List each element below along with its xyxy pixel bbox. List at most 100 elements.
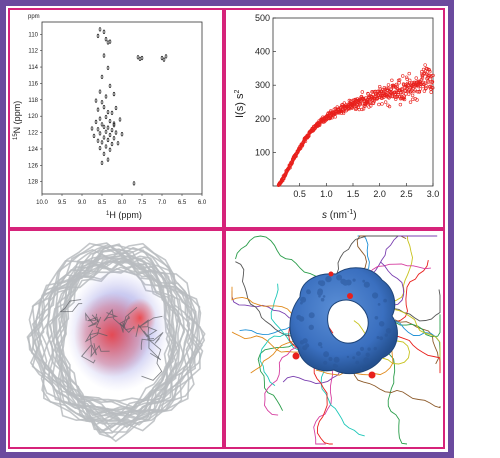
backbone-trace bbox=[59, 299, 83, 313]
disordered-tail bbox=[394, 314, 441, 338]
blue-molecular-surface bbox=[289, 267, 398, 374]
nmr-y-tick-label: 116 bbox=[28, 81, 38, 87]
surface-bump bbox=[360, 367, 363, 370]
surface-bump bbox=[336, 274, 343, 281]
nmr-peak bbox=[104, 114, 108, 120]
nmr-x-title-rest: H (ppm) bbox=[109, 210, 142, 220]
saxs-point bbox=[428, 69, 432, 74]
dark-backbone-traces bbox=[59, 299, 164, 381]
nmr-peak bbox=[108, 83, 112, 89]
nmr-x-tick-label: 8.0 bbox=[118, 200, 127, 206]
protein-surface-with-disordered-tails-icon bbox=[231, 235, 441, 445]
saxs-point bbox=[431, 73, 435, 78]
saxs-data-points bbox=[276, 63, 435, 187]
surface-bump bbox=[306, 289, 311, 295]
red-site-1 bbox=[292, 352, 300, 360]
nmr-peak bbox=[98, 131, 102, 136]
backbone-trace bbox=[143, 330, 162, 361]
surface-bump bbox=[308, 324, 314, 330]
saxs-point bbox=[366, 92, 370, 96]
nmr-peak bbox=[104, 129, 108, 134]
saxs-point bbox=[381, 89, 386, 94]
nmr-peaks bbox=[90, 27, 168, 186]
surface-bump bbox=[383, 298, 387, 303]
surface-bump bbox=[374, 316, 379, 320]
disordered-tail bbox=[282, 369, 342, 384]
nmr-peak bbox=[108, 132, 112, 138]
saxs-point bbox=[387, 104, 392, 109]
surface-bump bbox=[328, 356, 333, 362]
saxs-point bbox=[430, 80, 435, 84]
surface-bump bbox=[325, 275, 332, 283]
disordered-tail bbox=[313, 368, 334, 445]
saxs-point bbox=[407, 71, 411, 76]
saxs-point bbox=[407, 92, 411, 96]
nmr-peak bbox=[114, 105, 118, 111]
saxs-y-ticks: 500 400 300 200 100 bbox=[255, 13, 276, 157]
nmr-x-tick-label: 9.5 bbox=[58, 200, 67, 206]
nmr-peak bbox=[108, 147, 112, 152]
nmr-x-tick-label: 6.5 bbox=[178, 200, 187, 206]
backbone-trace bbox=[103, 308, 122, 326]
saxs-point bbox=[365, 101, 369, 105]
saxs-point bbox=[386, 83, 391, 87]
disordered-tail bbox=[392, 335, 441, 374]
surface-bump bbox=[352, 356, 356, 360]
nmr-peak bbox=[96, 138, 100, 143]
surface-bump bbox=[385, 328, 392, 334]
surface-bump bbox=[365, 352, 370, 357]
disordered-tail bbox=[369, 235, 438, 281]
saxs-point bbox=[408, 78, 412, 83]
saxs-y-tick-label: 200 bbox=[255, 114, 270, 124]
nmr-x-title-super: 1 bbox=[106, 211, 110, 217]
saxs-x-title-unit: (nm bbox=[327, 210, 347, 221]
saxs-point bbox=[394, 97, 398, 101]
saxs-point bbox=[322, 120, 327, 124]
nmr-peak bbox=[100, 100, 104, 105]
saxs-point bbox=[375, 96, 380, 100]
saxs-x-tick-label: 2.0 bbox=[373, 189, 386, 199]
disordered-tail bbox=[231, 286, 296, 319]
nmr-peak bbox=[162, 57, 166, 62]
saxs-point bbox=[411, 97, 415, 102]
nmr-y-tick-label: 128 bbox=[28, 180, 39, 186]
backbone-trace bbox=[141, 340, 163, 381]
saxs-y-title-main: I(s) s bbox=[234, 93, 246, 118]
nmr-peak bbox=[112, 91, 116, 97]
saxs-point bbox=[413, 88, 417, 92]
disordered-tail bbox=[392, 289, 441, 322]
nmr-y-tick-label: 124 bbox=[28, 147, 39, 153]
nmr-peak bbox=[164, 54, 168, 59]
saxs-point bbox=[378, 85, 382, 89]
disordered-tail bbox=[363, 263, 431, 278]
saxs-y-tick-label: 300 bbox=[255, 80, 270, 90]
nmr-y-title-super: 15 bbox=[13, 133, 19, 140]
saxs-point bbox=[328, 116, 333, 120]
saxs-point bbox=[428, 77, 432, 81]
saxs-point bbox=[344, 109, 348, 113]
saxs-y-tick-label: 500 bbox=[255, 13, 270, 23]
backbone-trace bbox=[120, 322, 136, 334]
nmr-peak bbox=[100, 122, 104, 127]
saxs-point bbox=[414, 76, 418, 80]
surface-bump bbox=[367, 347, 371, 351]
saxs-point bbox=[346, 107, 351, 111]
saxs-point bbox=[409, 90, 413, 94]
saxs-point bbox=[429, 90, 433, 94]
saxs-point bbox=[421, 67, 426, 72]
surface-bump bbox=[300, 296, 307, 303]
nmr-peak bbox=[98, 89, 102, 94]
surface-bump bbox=[333, 356, 340, 363]
saxs-point bbox=[303, 139, 308, 143]
surface-bump bbox=[304, 343, 310, 348]
saxs-point bbox=[330, 115, 334, 120]
backbone-trace bbox=[85, 312, 99, 328]
saxs-point bbox=[429, 85, 434, 90]
saxs-x-axis-title: s (nm-1) bbox=[322, 209, 357, 221]
saxs-point bbox=[318, 122, 322, 126]
saxs-point bbox=[360, 107, 364, 112]
saxs-kratky-panel: 500 400 300 200 100 0.5 1.0 1.5 2.0 2.5 3.0 I(s) … bbox=[234, 13, 439, 221]
outer-frame bbox=[0, 0, 454, 458]
saxs-point bbox=[361, 107, 366, 111]
surface-bump bbox=[356, 351, 361, 356]
